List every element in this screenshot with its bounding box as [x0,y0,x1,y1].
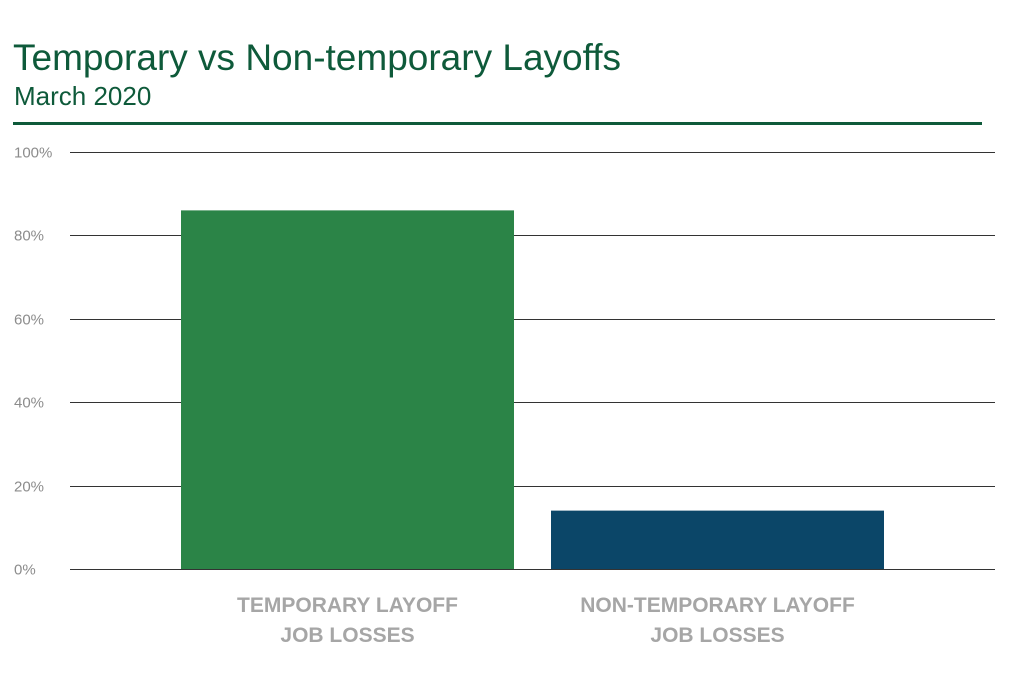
x-category-label: TEMPORARY LAYOFF JOB LOSSES [237,594,458,647]
y-tick-label: 40% [14,395,44,412]
bar [181,210,514,569]
y-tick-label: 0% [14,562,36,579]
y-tick-label: 20% [14,479,44,496]
x-category-label: NON-TEMPORARY LAYOFF JOB LOSSES [580,594,855,647]
y-tick-label: 80% [14,228,44,245]
x-axis-category-labels: TEMPORARY LAYOFF JOB LOSSES NON-TEMPORARY … [237,594,855,647]
y-axis-tick-labels: 0% 20% 40% 60% 80% 100% [14,145,52,579]
y-tick-label: 60% [14,312,44,329]
bars [181,210,884,569]
bar [551,510,884,569]
y-tick-label: 100% [14,145,52,162]
chart-title: Temporary vs Non-temporary Layoffs [13,37,621,78]
title-divider [13,122,982,125]
chart-subtitle: March 2020 [14,81,152,111]
